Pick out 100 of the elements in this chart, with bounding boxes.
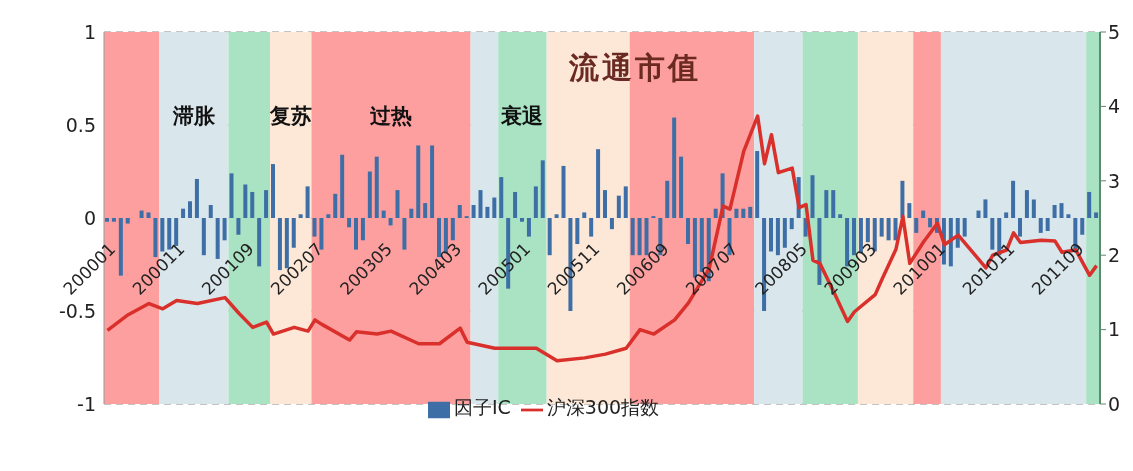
bar — [298, 214, 303, 218]
bar — [1087, 191, 1092, 218]
bar — [409, 208, 414, 218]
bar — [596, 149, 601, 218]
y2-tick-label: 1 — [1108, 318, 1121, 341]
bar — [865, 218, 870, 243]
bar — [824, 190, 829, 218]
bar — [810, 175, 815, 218]
bar — [430, 145, 435, 218]
bar — [333, 193, 338, 218]
bar — [105, 218, 109, 222]
bar — [755, 151, 760, 218]
band-label: 复苏 — [268, 103, 312, 128]
bar — [485, 206, 490, 218]
bar — [983, 199, 988, 218]
bar — [347, 218, 352, 228]
bar — [416, 145, 421, 218]
bar — [174, 218, 179, 246]
y-tick-label: -0.5 — [58, 299, 96, 322]
bar — [118, 218, 123, 276]
bar — [222, 218, 227, 241]
bar — [526, 218, 531, 237]
bar — [1045, 218, 1050, 232]
bar — [326, 214, 331, 218]
legend-label: 因子IC — [453, 396, 511, 418]
bar — [976, 210, 981, 218]
bar — [194, 178, 199, 218]
bar — [450, 218, 455, 241]
bar — [478, 190, 483, 218]
bar — [471, 204, 476, 218]
bar — [1094, 212, 1099, 218]
bar — [734, 208, 739, 218]
bar — [312, 218, 317, 237]
bar — [139, 210, 144, 218]
bar — [1018, 218, 1022, 237]
bar — [914, 218, 919, 233]
bar — [1080, 218, 1085, 235]
y2-tick-label: 5 — [1108, 20, 1121, 43]
bar — [388, 218, 393, 226]
bar — [1052, 204, 1057, 218]
bar — [243, 184, 248, 218]
bar — [561, 165, 566, 218]
bar — [1031, 199, 1036, 218]
bar — [381, 210, 386, 218]
bar — [520, 218, 524, 222]
bar — [582, 212, 587, 218]
bar — [1059, 203, 1064, 218]
bar — [492, 197, 497, 218]
bar — [188, 201, 192, 218]
bar — [423, 203, 428, 218]
bar — [257, 218, 262, 267]
y2-tick-label: 2 — [1108, 243, 1121, 266]
bar — [609, 218, 614, 230]
text: 流通市值 — [568, 49, 702, 87]
bar — [540, 160, 545, 218]
bar — [1011, 180, 1016, 218]
bar — [360, 218, 365, 241]
bar — [1004, 212, 1009, 218]
bar — [921, 210, 926, 218]
y2-tick-label: 0 — [1108, 392, 1121, 415]
bar — [374, 156, 379, 218]
bar — [672, 117, 677, 218]
y2-tick-label: 4 — [1108, 95, 1121, 118]
bar — [146, 212, 151, 218]
bar — [554, 214, 559, 218]
bar — [208, 204, 213, 218]
bar — [1038, 218, 1043, 233]
bar — [886, 218, 891, 241]
bar — [367, 171, 372, 218]
y2-tick-label: 3 — [1108, 169, 1121, 192]
bar — [250, 191, 255, 218]
bar — [616, 195, 621, 218]
bar — [928, 218, 933, 228]
bar — [1024, 190, 1029, 218]
y-tick-label: -1 — [77, 392, 96, 415]
bar — [111, 218, 116, 222]
bar — [1066, 214, 1071, 218]
bar — [229, 173, 234, 218]
y-tick-label: 1 — [83, 20, 96, 43]
bar — [575, 218, 580, 245]
bar — [665, 180, 670, 218]
bar — [817, 218, 822, 285]
bar — [395, 190, 400, 218]
y-tick-label: 0 — [83, 206, 96, 229]
bar — [513, 191, 518, 218]
bar — [271, 164, 275, 218]
bar — [125, 218, 130, 224]
y-tick-label: 0.5 — [65, 113, 96, 136]
bar — [499, 177, 504, 218]
bar — [264, 190, 269, 218]
bar — [713, 208, 718, 218]
bar — [679, 156, 684, 218]
bar — [340, 154, 345, 218]
bar — [402, 218, 407, 250]
band-label: 衰退 — [500, 103, 544, 128]
bar — [831, 190, 836, 218]
bar — [900, 180, 905, 218]
bar — [603, 190, 607, 218]
bar — [907, 203, 912, 218]
bar — [962, 218, 967, 237]
